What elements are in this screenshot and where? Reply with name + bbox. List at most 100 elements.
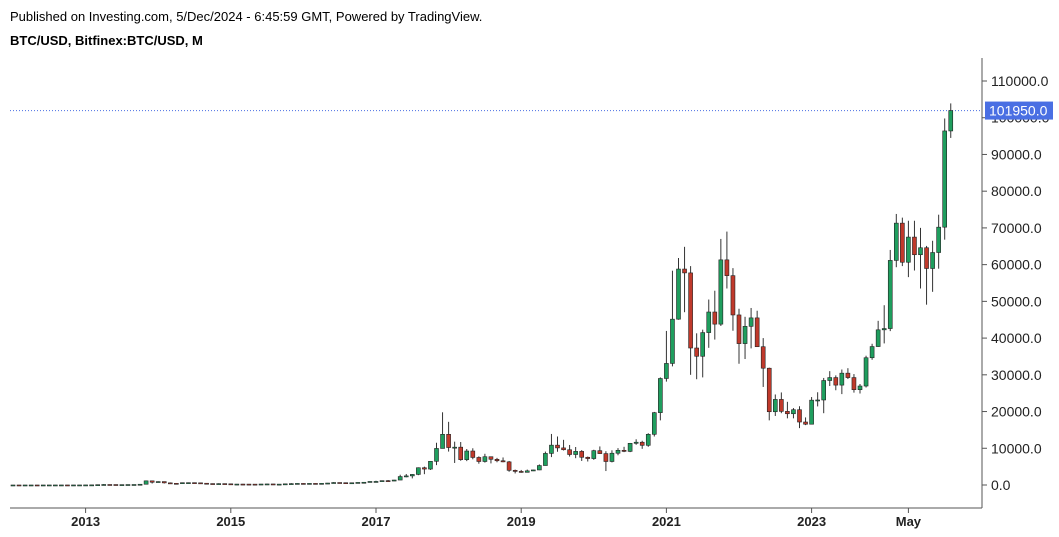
y-tick-label: 110000.0 [991, 73, 1049, 89]
y-tick-label: 0.0 [991, 477, 1011, 493]
candle-down [343, 482, 349, 485]
candle-up [77, 484, 82, 487]
candle-up [83, 484, 88, 487]
candle-up [397, 476, 403, 481]
candle-down [313, 483, 318, 485]
candle-down [760, 346, 766, 369]
candle-up [464, 450, 470, 460]
x-tick-label: 2021 [652, 514, 681, 529]
candle-up [676, 268, 681, 320]
y-tick-label: 90000.0 [991, 146, 1042, 162]
candle-up [71, 484, 76, 487]
candle-up [821, 380, 827, 401]
candle-down [113, 484, 119, 486]
candle-up [530, 469, 536, 472]
candle-up [137, 483, 143, 486]
candle-up [355, 482, 361, 484]
candle-down [694, 347, 699, 357]
symbol-title: BTC/USD, Bitfinex:BTC/USD, M [10, 33, 203, 48]
candle-up [403, 475, 409, 478]
candle-down [585, 456, 591, 459]
candle-up [10, 484, 16, 487]
y-tick-label: 60000.0 [991, 257, 1042, 273]
candle-down [555, 444, 560, 449]
candle-up [391, 479, 397, 482]
candle-up [742, 326, 748, 344]
candle-down [168, 482, 173, 485]
candle-up [936, 226, 941, 253]
candle-down [270, 483, 276, 486]
candle-up [549, 444, 554, 454]
candle-up [325, 482, 330, 485]
candle-up [143, 480, 149, 485]
candle-up [28, 484, 34, 487]
candle-up [906, 236, 911, 263]
candle-down [754, 317, 760, 348]
candle-down [240, 483, 246, 486]
candle-down [16, 484, 22, 487]
candle-up [367, 481, 373, 483]
candle-down [682, 268, 687, 274]
candle-down [603, 453, 609, 462]
candle-down [803, 421, 808, 425]
candle-up [186, 482, 191, 484]
candle-down [210, 483, 215, 485]
candle-up [893, 222, 899, 261]
candle-down [924, 247, 929, 269]
candle-down [470, 450, 476, 458]
y-tick-label: 30000.0 [991, 367, 1042, 383]
candle-down [488, 456, 494, 460]
candle-up [863, 357, 869, 387]
candle-up [887, 260, 893, 329]
x-tick-label: 2023 [797, 514, 826, 529]
candle-up [119, 484, 125, 486]
candle-up [89, 484, 94, 487]
candle-up [288, 483, 294, 485]
candle-up [319, 483, 324, 485]
candle-up [307, 483, 312, 485]
candle-up [827, 377, 833, 381]
x-tick-label: 2015 [216, 514, 245, 529]
candle-up [125, 484, 131, 486]
candle-down [228, 483, 234, 486]
candle-up [809, 399, 814, 425]
candle-down [422, 467, 427, 470]
candle-up [670, 318, 675, 364]
y-tick-label: 80000.0 [991, 183, 1042, 199]
candle-up [59, 484, 64, 487]
candle-up [718, 259, 724, 325]
candle-down [337, 482, 343, 484]
candle-up [46, 484, 52, 487]
candle-up [131, 484, 137, 486]
candle-down [597, 450, 603, 454]
candle-down [639, 441, 645, 446]
x-tick-label: 2013 [71, 514, 100, 529]
candle-up [748, 317, 754, 327]
x-tick-label: May [896, 514, 922, 529]
candle-up [591, 450, 597, 459]
candle-down [736, 314, 742, 344]
candle-down [458, 446, 464, 460]
candle-up [258, 483, 264, 486]
candle-up [434, 448, 439, 462]
candle-up [875, 329, 881, 347]
candle-down [500, 460, 506, 463]
candle-up [645, 434, 651, 446]
candle-up [772, 399, 778, 413]
candle-down [833, 377, 839, 386]
candle-up [869, 346, 875, 359]
candle-up [282, 483, 288, 486]
candle-up [428, 461, 433, 470]
candle-up [40, 484, 46, 487]
candle-up [700, 332, 706, 357]
candle-up [651, 412, 657, 435]
candle-up [216, 483, 221, 485]
candle-down [797, 409, 802, 423]
last-price-label: 101950.0 [989, 103, 1048, 119]
candle-up [482, 456, 488, 462]
candle-up [440, 434, 445, 449]
candle-down [476, 457, 482, 462]
candle-down [174, 483, 179, 485]
y-tick-label: 40000.0 [991, 330, 1042, 346]
